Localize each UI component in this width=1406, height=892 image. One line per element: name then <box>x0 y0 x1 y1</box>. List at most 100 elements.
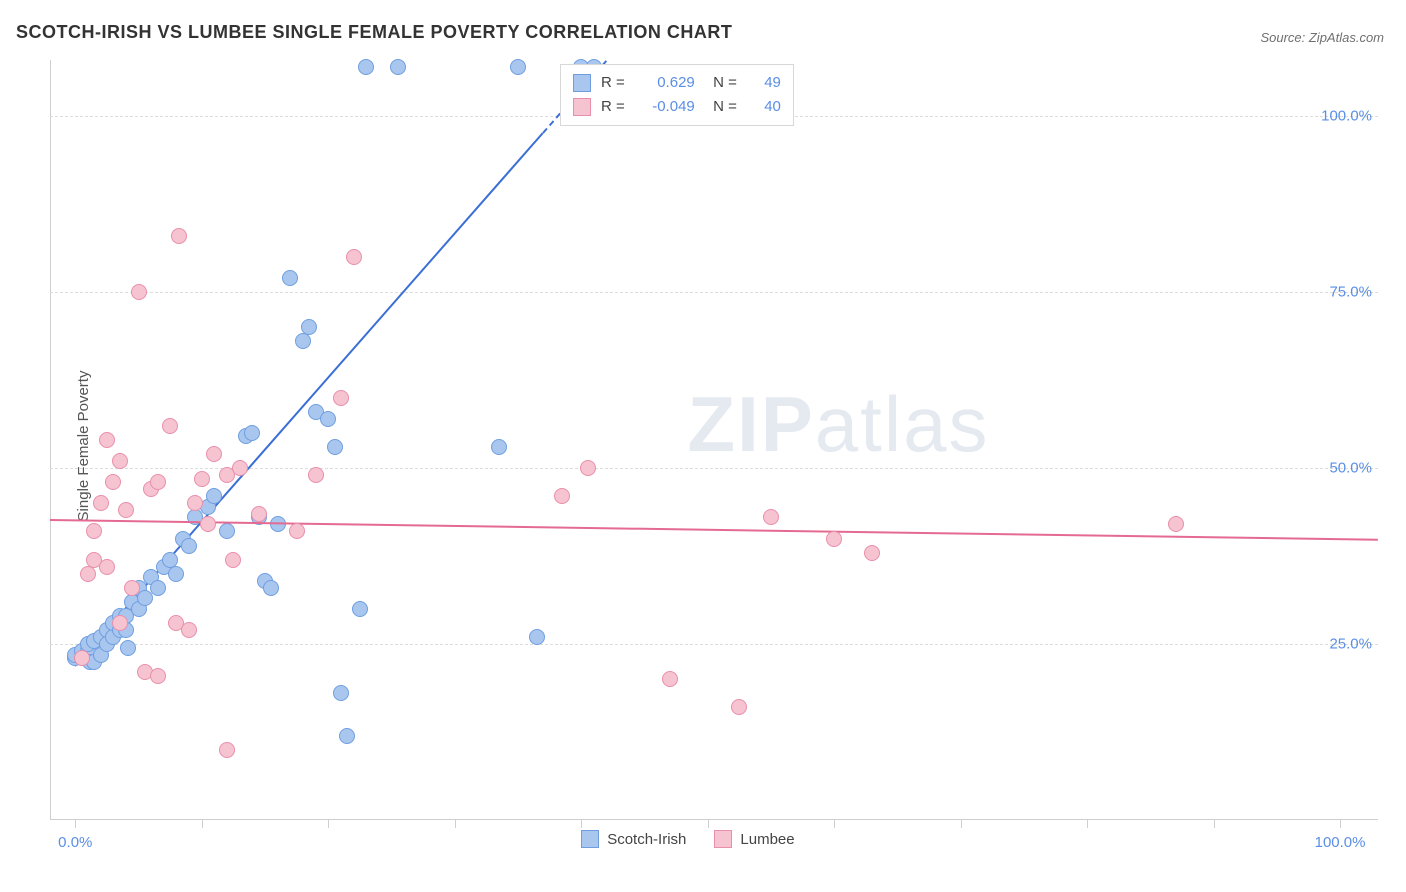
data-point <box>333 390 349 406</box>
data-point <box>225 552 241 568</box>
data-point <box>763 509 779 525</box>
x-tick <box>834 820 835 828</box>
x-tick <box>1087 820 1088 828</box>
data-point <box>150 580 166 596</box>
data-point <box>206 446 222 462</box>
source-label: Source: ZipAtlas.com <box>1260 30 1384 45</box>
legend-label: Lumbee <box>740 831 794 848</box>
legend-label: Scotch-Irish <box>607 831 686 848</box>
x-tick <box>75 820 76 828</box>
data-point <box>99 559 115 575</box>
data-point <box>124 580 140 596</box>
x-tick <box>1340 820 1341 828</box>
y-tick-label: 100.0% <box>1321 108 1372 125</box>
y-tick-label: 75.0% <box>1329 284 1372 301</box>
data-point <box>150 474 166 490</box>
data-point <box>162 418 178 434</box>
x-tick <box>328 820 329 828</box>
data-point <box>187 495 203 511</box>
data-point <box>200 516 216 532</box>
data-point <box>74 650 90 666</box>
data-point <box>194 471 210 487</box>
data-point <box>120 640 136 656</box>
data-point <box>826 531 842 547</box>
data-point <box>251 506 267 522</box>
x-tick-label: 0.0% <box>58 834 92 851</box>
data-point <box>99 432 115 448</box>
x-tick <box>455 820 456 828</box>
data-point <box>105 474 121 490</box>
legend-N-value: 49 <box>747 71 781 95</box>
data-point <box>580 460 596 476</box>
stats-legend-row: R = 0.629 N = 49 <box>573 71 781 95</box>
data-point <box>181 538 197 554</box>
legend-swatch <box>581 830 599 848</box>
legend-R-value: -0.049 <box>635 95 695 119</box>
data-point <box>168 566 184 582</box>
data-point <box>529 629 545 645</box>
data-point <box>93 495 109 511</box>
data-point <box>308 467 324 483</box>
data-point <box>131 284 147 300</box>
data-point <box>244 425 260 441</box>
data-point <box>339 728 355 744</box>
x-tick <box>1214 820 1215 828</box>
data-point <box>352 601 368 617</box>
data-point <box>327 439 343 455</box>
data-point <box>232 460 248 476</box>
data-point <box>219 742 235 758</box>
x-tick <box>961 820 962 828</box>
x-tick-label: 100.0% <box>1315 834 1366 851</box>
data-point <box>80 566 96 582</box>
data-point <box>301 319 317 335</box>
data-point <box>171 228 187 244</box>
legend-swatch <box>573 74 591 92</box>
data-point <box>263 580 279 596</box>
legend-N-value: 40 <box>747 95 781 119</box>
data-point <box>181 622 197 638</box>
legend-swatch <box>573 98 591 116</box>
y-tick-label: 50.0% <box>1329 460 1372 477</box>
gridline <box>50 292 1378 293</box>
data-point <box>358 59 374 75</box>
data-point <box>491 439 507 455</box>
legend-R-label: R = <box>601 71 625 95</box>
data-point <box>346 249 362 265</box>
legend-R-label: R = <box>601 95 625 119</box>
data-point <box>295 333 311 349</box>
data-point <box>1168 516 1184 532</box>
data-point <box>333 685 349 701</box>
legend-item: Lumbee <box>714 830 794 848</box>
data-point <box>86 523 102 539</box>
stats-legend-row: R = -0.049 N = 40 <box>573 95 781 119</box>
legend-swatch <box>714 830 732 848</box>
data-point <box>731 699 747 715</box>
stats-legend: R = 0.629 N = 49 R = -0.049 N = 40 <box>560 64 794 126</box>
data-point <box>112 453 128 469</box>
legend-N-label: N = <box>705 71 737 95</box>
data-point <box>206 488 222 504</box>
y-tick-label: 25.0% <box>1329 636 1372 653</box>
data-point <box>390 59 406 75</box>
gridline <box>50 644 1378 645</box>
x-tick <box>708 820 709 828</box>
data-point <box>554 488 570 504</box>
data-point <box>112 615 128 631</box>
data-point <box>118 502 134 518</box>
page-title: SCOTCH-IRISH VS LUMBEE SINGLE FEMALE POV… <box>16 22 732 43</box>
x-tick <box>202 820 203 828</box>
x-tick <box>581 820 582 828</box>
series-legend: Scotch-Irish Lumbee <box>581 830 794 848</box>
data-point <box>320 411 336 427</box>
scatter-plot: 25.0% 50.0% 75.0% 100.0% <box>50 60 1378 820</box>
legend-N-label: N = <box>705 95 737 119</box>
data-point <box>150 668 166 684</box>
legend-item: Scotch-Irish <box>581 830 686 848</box>
legend-R-value: 0.629 <box>635 71 695 95</box>
data-point <box>219 523 235 539</box>
data-point <box>864 545 880 561</box>
data-point <box>282 270 298 286</box>
data-point <box>510 59 526 75</box>
data-point <box>662 671 678 687</box>
data-point <box>289 523 305 539</box>
